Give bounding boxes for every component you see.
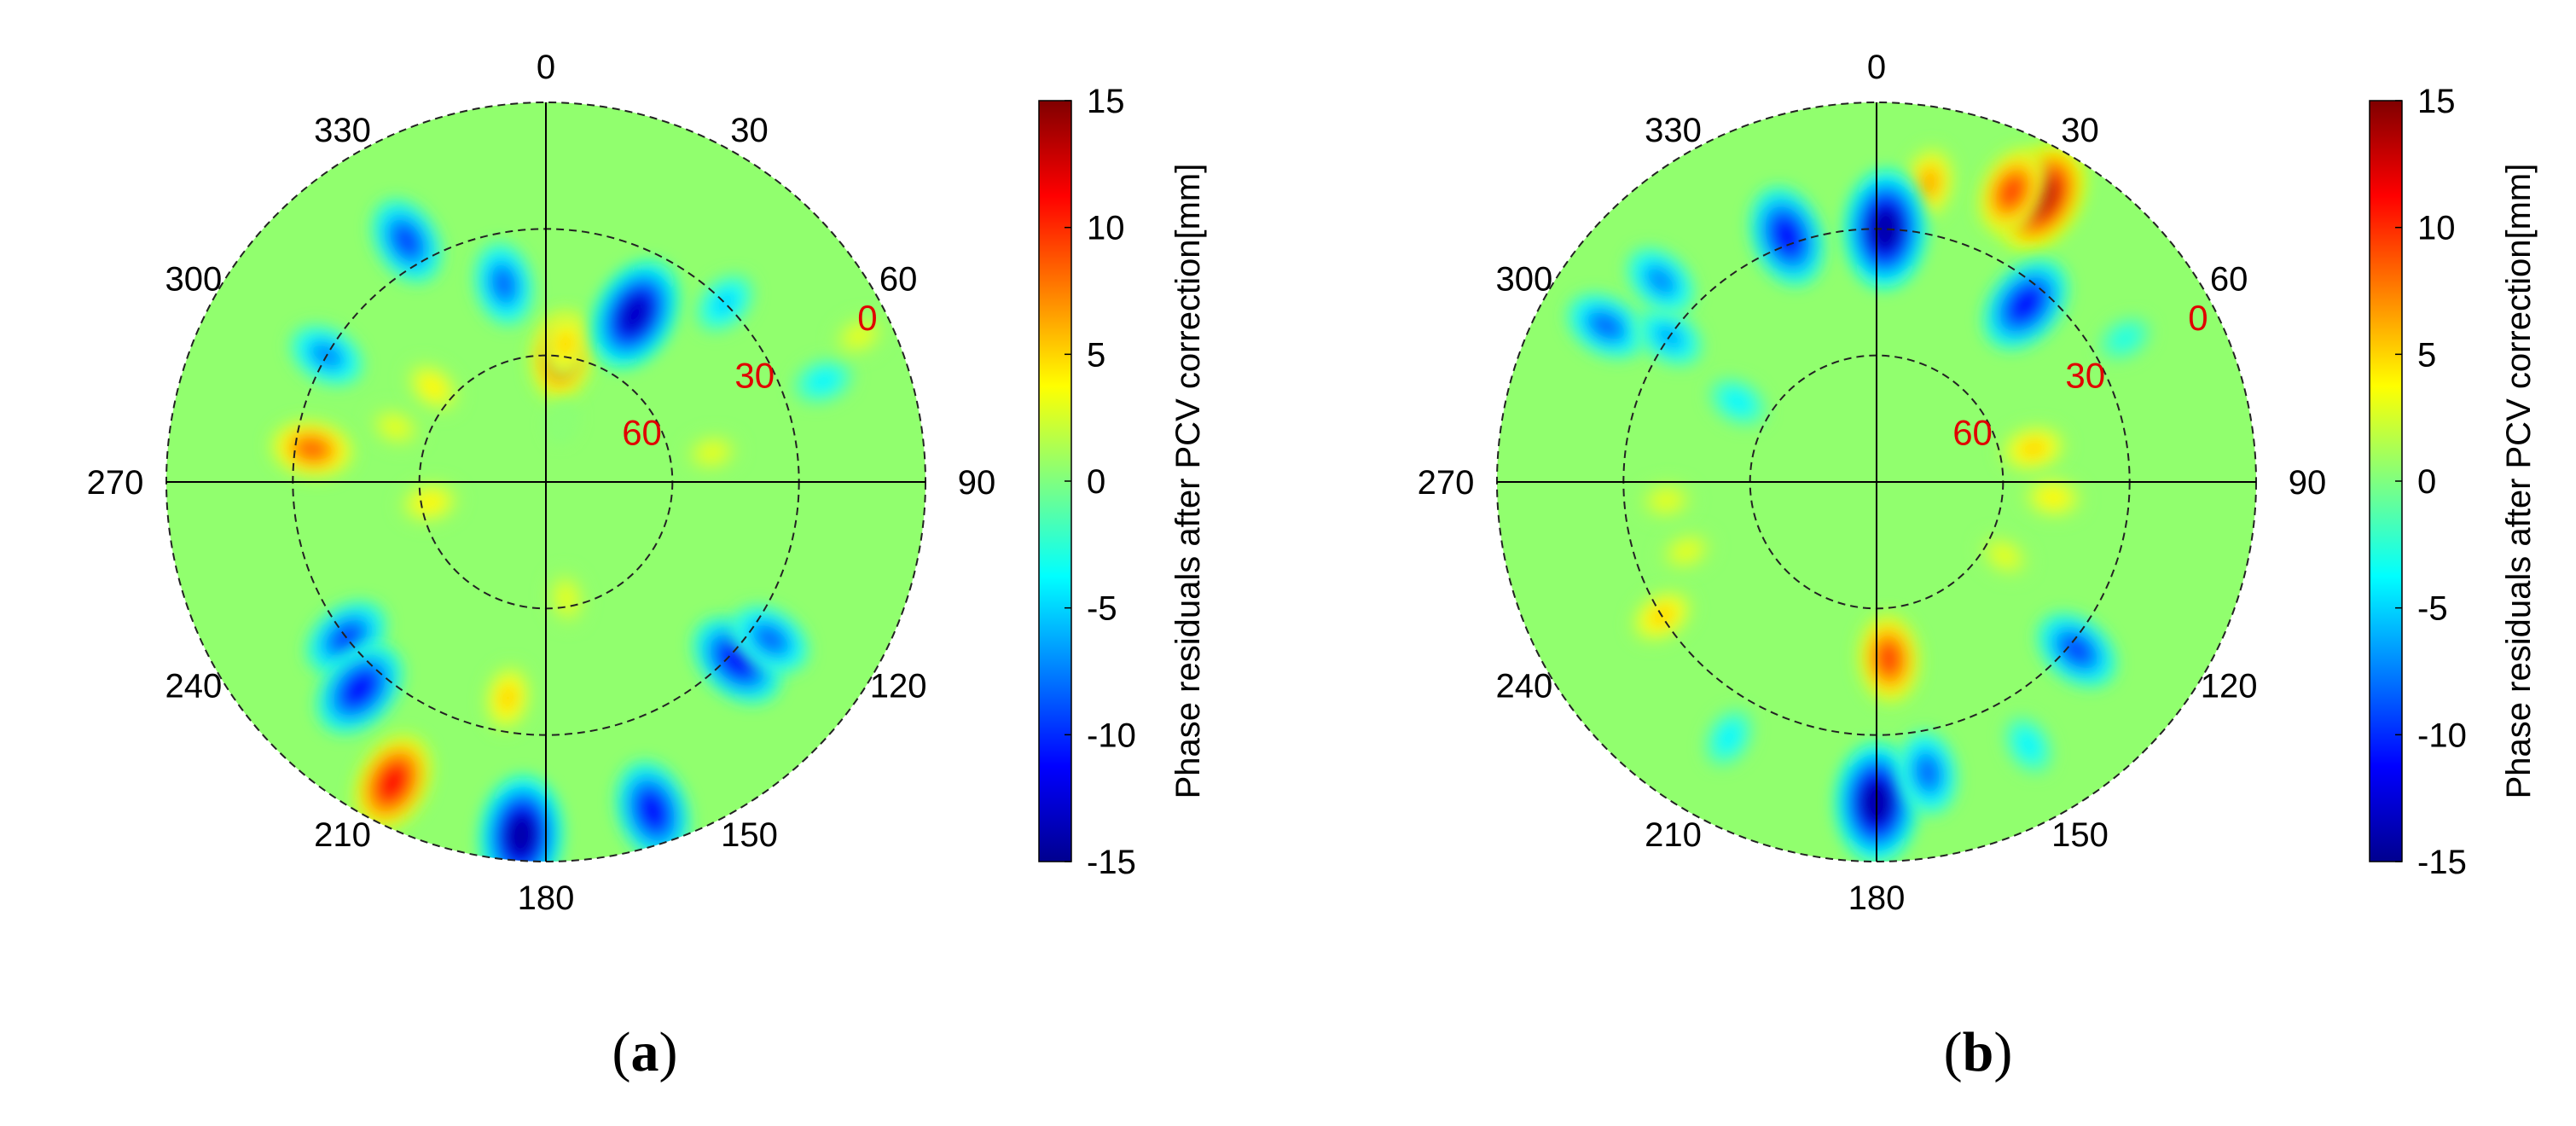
residual-blob [473, 241, 534, 327]
elevation-label: 60 [622, 413, 662, 453]
colorbar-tick-label: 0 [1087, 463, 1105, 501]
residual-blob [2036, 612, 2117, 688]
residual-blob [368, 406, 423, 449]
residual-blob [1566, 293, 1646, 359]
residual-blob [1977, 533, 2031, 578]
azimuth-label: 90 [2289, 464, 2327, 502]
colorbar-tick-label: 5 [1087, 336, 1105, 374]
azimuth-label: 150 [2051, 816, 2109, 854]
colorbar-tick-label: -15 [2417, 844, 2467, 881]
residual-blob [1658, 530, 1714, 572]
residual-blob [1626, 247, 1696, 315]
residual-blob [1638, 480, 1695, 520]
residual-blob [683, 432, 740, 473]
colorbar-tick-label: 15 [2417, 83, 2456, 120]
colorbar-tick-label: -10 [1087, 717, 1136, 754]
elevation-label: 30 [734, 355, 775, 395]
residual-blob [270, 419, 355, 479]
colorbar-tick-label: 0 [2417, 463, 2436, 501]
azimuth-label: 30 [730, 112, 769, 149]
azimuth-label: 180 [1848, 879, 1906, 917]
azimuth-label: 300 [165, 261, 223, 299]
colorbar-tick-label: -10 [2417, 717, 2467, 754]
azimuth-label: 240 [1496, 668, 1553, 705]
residual-blob [479, 775, 563, 862]
residual-blob [731, 605, 809, 674]
residual-blob [1977, 148, 2046, 235]
residual-blob [398, 480, 461, 525]
residual-blob [832, 314, 887, 357]
azimuth-label: 120 [870, 668, 927, 705]
residual-blob [1749, 186, 1825, 286]
azimuth-label: 270 [87, 464, 144, 502]
azimuth-label: 60 [2210, 261, 2248, 299]
residual-blob [591, 260, 679, 369]
residual-blob [615, 761, 690, 861]
azimuth-label: 180 [518, 879, 575, 917]
colorbar-tick-label: -15 [1087, 844, 1136, 881]
residual-blob [405, 361, 461, 414]
colorbar-tick-label: 5 [2417, 336, 2436, 374]
polar-plot-b: 0 30 60 90 120 150 180 210 240 270 300 330 0 30 60 15 10… [1418, 49, 2538, 917]
azimuth-label: 0 [1867, 49, 1886, 86]
azimuth-label: 210 [1645, 816, 1702, 854]
azimuth-label: 300 [1496, 261, 1553, 299]
colorbar-label: Phase residuals after PCV correction[mm] [1169, 164, 1207, 799]
residual-blob [316, 644, 403, 734]
caption-a: (a) [612, 1021, 678, 1083]
azimuth-label: 270 [1418, 464, 1475, 502]
residual-blob [2004, 716, 2053, 775]
residual-blob [2022, 475, 2085, 519]
azimuth-label: 150 [721, 816, 778, 854]
azimuth-label: 30 [2061, 112, 2099, 149]
residual-blob [1704, 708, 1754, 767]
residual-blob [1999, 424, 2068, 473]
azimuth-label: 60 [879, 261, 918, 299]
azimuth-label: 240 [165, 668, 223, 705]
colorbar-tick-label: 10 [2417, 210, 2456, 247]
residual-blob [541, 310, 589, 379]
residual-blob [547, 399, 577, 442]
colorbar-tick-label: 10 [1087, 210, 1125, 247]
elevation-label: 60 [1952, 413, 1993, 453]
azimuth-label: 90 [958, 464, 996, 502]
azimuth-label: 330 [314, 112, 371, 149]
residual-blob [2098, 316, 2152, 361]
colorbar-tick-label: -5 [2417, 590, 2448, 628]
residual-blob [1982, 258, 2068, 350]
elevation-label: 0 [857, 298, 877, 338]
residual-blob [353, 734, 432, 831]
elevation-label: 0 [2188, 298, 2208, 338]
caption-b: (b) [1944, 1021, 2013, 1083]
residual-blob [484, 664, 532, 732]
elevation-label: 30 [2065, 355, 2105, 395]
residual-blob [371, 198, 443, 283]
azimuth-label: 330 [1645, 112, 1702, 149]
residual-blob [792, 357, 854, 404]
colorbar-label: Phase residuals after PCV correction[mm] [2500, 164, 2538, 799]
colorbar-tick-label: -5 [1087, 590, 1117, 628]
residual-blob [1709, 377, 1767, 427]
colorbar-tick-label: 15 [1087, 83, 1125, 120]
residual-blob [1898, 730, 1958, 815]
azimuth-label: 210 [314, 816, 371, 854]
azimuth-label: 120 [2201, 668, 2258, 705]
azimuth-label: 0 [537, 49, 555, 86]
polar-plot-a: 0 30 60 90 120 150 180 210 240 270 300 330 0 30 60 15 10… [87, 49, 1207, 917]
